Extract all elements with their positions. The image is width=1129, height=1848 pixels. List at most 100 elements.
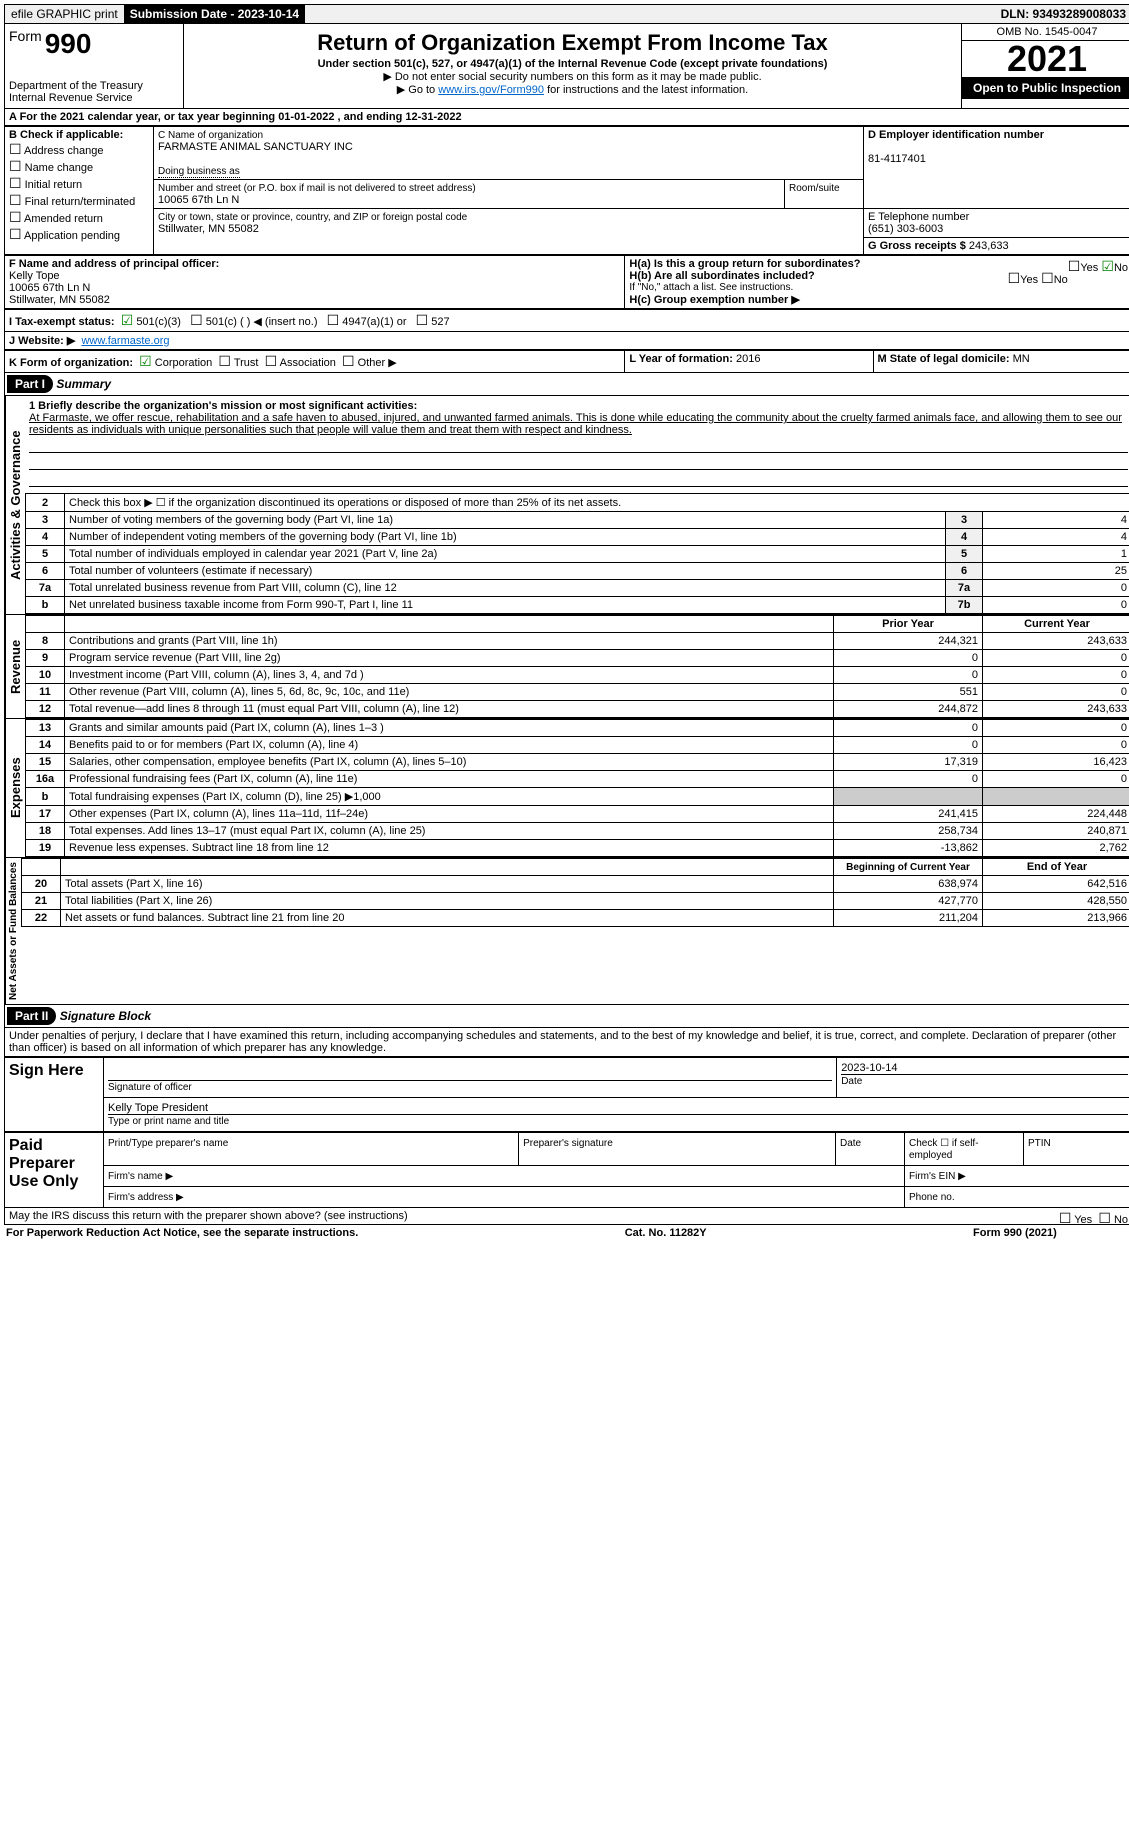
gov-sidebar: Activities & Governance (5, 396, 25, 614)
page-footer: For Paperwork Reduction Act Notice, see … (4, 1225, 1059, 1241)
exp-sidebar: Expenses (5, 719, 25, 857)
cb-amended[interactable] (9, 213, 22, 225)
line6-t: Total number of volunteers (estimate if … (65, 563, 946, 580)
tax-year: 2021 (962, 41, 1129, 77)
rev-lines-table: Prior YearCurrent Year 8Contributions an… (25, 615, 1129, 718)
hb-yes[interactable] (1008, 274, 1021, 286)
officer-group-table: F Name and address of principal officer:… (4, 255, 1129, 309)
part2-tag: Part II (7, 1007, 56, 1025)
cb-other[interactable] (342, 357, 355, 369)
ha-yes[interactable] (1068, 262, 1081, 274)
city-value: Stillwater, MN 55082 (158, 223, 259, 235)
line15-p: 17,319 (834, 754, 983, 771)
line11-c: 0 (983, 684, 1129, 701)
part1-title: Summary (56, 377, 111, 391)
org-name: FARMASTE ANIMAL SANCTUARY INC (158, 141, 353, 153)
hb-label: H(b) Are all subordinates included? (629, 270, 814, 282)
end-year-hdr: End of Year (983, 859, 1129, 876)
cb-address[interactable] (9, 145, 22, 157)
line10-t: Investment income (Part VIII, column (A)… (65, 667, 834, 684)
line5-v: 1 (983, 546, 1129, 563)
prep-date-label: Date (840, 1138, 861, 1149)
dln-label: DLN: 93493289008033 (995, 5, 1129, 23)
line3-v: 4 (983, 512, 1129, 529)
ptin-label: PTIN (1028, 1138, 1051, 1149)
sig-officer-label: Signature of officer (108, 1082, 192, 1093)
line8-t: Contributions and grants (Part VIII, lin… (65, 633, 834, 650)
part1-tag: Part I (7, 375, 53, 393)
gross-receipts: 243,633 (969, 240, 1009, 252)
cb-corp[interactable] (139, 357, 152, 369)
line5-t: Total number of individuals employed in … (65, 546, 946, 563)
firm-ein-label: Firm's EIN ▶ (909, 1171, 966, 1182)
website-link[interactable]: www.farmaste.org (81, 335, 169, 347)
cb-initial[interactable] (9, 179, 22, 191)
prep-sig-label: Preparer's signature (523, 1138, 613, 1149)
irs-link[interactable]: www.irs.gov/Form990 (438, 84, 544, 96)
discuss-yes[interactable] (1059, 1214, 1072, 1226)
cb-pending[interactable] (9, 230, 22, 242)
self-employed-label: Check ☐ if self-employed (909, 1138, 979, 1161)
line22-c: 213,966 (983, 910, 1129, 927)
exp-lines-table: 13Grants and similar amounts paid (Part … (25, 719, 1129, 857)
cb-527[interactable] (416, 316, 429, 328)
paid-preparer-table: Paid Preparer Use Only Print/Type prepar… (4, 1132, 1129, 1208)
cb-final[interactable] (9, 196, 22, 208)
submission-date-button[interactable]: Submission Date - 2023-10-14 (124, 5, 305, 23)
line10-p: 0 (834, 667, 983, 684)
state-domicile: MN (1013, 353, 1030, 365)
line9-p: 0 (834, 650, 983, 667)
form-title: Return of Organization Exempt From Incom… (188, 30, 957, 56)
beg-year-hdr: Beginning of Current Year (834, 859, 983, 876)
city-label: City or town, state or province, country… (158, 212, 467, 223)
line15-t: Salaries, other compensation, employee b… (65, 754, 834, 771)
open-inspection: Open to Public Inspection (962, 77, 1129, 99)
blank-line (29, 438, 1128, 453)
hc-label: H(c) Group exemption number ▶ (629, 294, 799, 306)
year-formation: 2016 (736, 353, 760, 365)
cb-501c3[interactable] (121, 316, 134, 328)
cb-assoc[interactable] (265, 357, 278, 369)
box-f-label: F Name and address of principal officer: (9, 258, 219, 270)
street-label: Number and street (or P.O. box if mail i… (158, 183, 476, 194)
line7b-v: 0 (983, 597, 1129, 614)
line20-p: 638,974 (834, 876, 983, 893)
exp-section: Expenses 13Grants and similar amounts pa… (4, 719, 1129, 858)
line11-t: Other revenue (Part VIII, column (A), li… (65, 684, 834, 701)
line11-p: 551 (834, 684, 983, 701)
sign-here-label: Sign Here (5, 1058, 104, 1132)
cb-4947[interactable] (327, 316, 340, 328)
hb-no[interactable] (1041, 274, 1054, 286)
line2: Check this box ▶ ☐ if the organization d… (65, 494, 1129, 512)
line21-t: Total liabilities (Part X, line 26) (61, 893, 834, 910)
form-header: Form 990 Department of the Treasury Inte… (4, 24, 1129, 109)
cb-trust[interactable] (218, 357, 231, 369)
discuss-no[interactable] (1098, 1214, 1111, 1226)
firm-addr-label: Firm's address ▶ (108, 1192, 184, 1203)
officer-sig-line[interactable] (108, 1062, 832, 1081)
note-ssn: ▶ Do not enter social security numbers o… (188, 70, 957, 83)
officer-street: 10065 67th Ln N (9, 282, 90, 294)
blank-line (29, 472, 1128, 487)
box-l-label: L Year of formation: (629, 353, 733, 365)
line21-p: 427,770 (834, 893, 983, 910)
line7b-t: Net unrelated business taxable income fr… (65, 597, 946, 614)
cb-name[interactable] (9, 162, 22, 174)
officer-city: Stillwater, MN 55082 (9, 294, 110, 306)
box-i-label: I Tax-exempt status: (9, 316, 115, 328)
footer-mid: Cat. No. 11282Y (625, 1227, 707, 1239)
line4-t: Number of independent voting members of … (65, 529, 946, 546)
box-e-label: E Telephone number (868, 211, 969, 223)
form-number: 990 (45, 28, 92, 59)
footer-right: Form 990 (2021) (973, 1227, 1057, 1239)
gov-section: Activities & Governance 1 Briefly descri… (4, 396, 1129, 615)
cb-501c[interactable] (190, 316, 203, 328)
entity-info-table: B Check if applicable: Address change Na… (4, 126, 1129, 255)
dba-label: Doing business as (158, 166, 240, 178)
prior-year-hdr: Prior Year (834, 616, 983, 633)
sig-date-value: 2023-10-14 (841, 1062, 1128, 1075)
net-sidebar: Net Assets or Fund Balances (5, 858, 21, 1004)
sig-date-label: Date (841, 1076, 862, 1087)
ha-no[interactable] (1101, 262, 1114, 274)
dept-label: Department of the Treasury (9, 80, 179, 92)
